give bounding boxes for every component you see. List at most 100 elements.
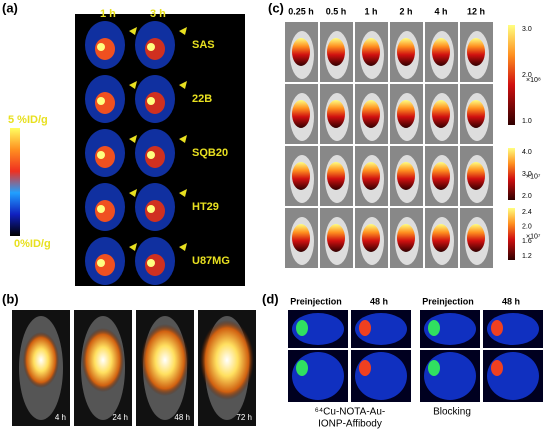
colorbar-tick: 3.0	[522, 171, 532, 178]
signal	[432, 224, 450, 252]
signal	[467, 100, 485, 128]
hot	[359, 320, 371, 336]
colorbar-tick: 4.0	[522, 149, 532, 156]
signal	[362, 224, 380, 252]
column-header: Preinjection	[422, 296, 474, 306]
colorbar-tick: 2.0	[522, 193, 532, 200]
arrow	[179, 81, 187, 89]
signal	[362, 38, 380, 66]
group-label: ⁶⁴Cu-NOTA-Au-	[315, 407, 385, 418]
body	[355, 352, 407, 400]
colorbar-unit: ×10⁷	[526, 233, 541, 240]
time-label: 12 h	[467, 6, 485, 16]
signal	[467, 224, 485, 252]
signal	[397, 100, 415, 128]
model-label: HT29	[192, 201, 219, 213]
time-label: 24 h	[112, 413, 128, 422]
colorbar-tick: 1.2	[522, 253, 532, 260]
hot	[296, 320, 308, 336]
hot	[428, 320, 440, 336]
group-label: IONP-Affibody	[318, 419, 382, 430]
colorbar-unit: ×10⁸	[526, 77, 541, 84]
group-label: Blocking	[433, 407, 471, 418]
arrow	[179, 135, 187, 143]
arrow	[129, 189, 137, 197]
scale-min: 0%ID/g	[14, 238, 51, 250]
signal	[141, 324, 189, 396]
arrow	[129, 243, 137, 251]
signal	[327, 162, 345, 190]
signal	[292, 100, 310, 128]
colorbar	[10, 128, 20, 236]
uptake-hot	[147, 205, 155, 213]
signal	[292, 162, 310, 190]
hot	[491, 320, 503, 336]
scale-max: 5 %ID/g	[8, 114, 48, 126]
arrow	[129, 27, 137, 35]
signal	[432, 100, 450, 128]
signal	[467, 38, 485, 66]
colorbar-tick: 1.6	[522, 238, 532, 245]
signal	[432, 38, 450, 66]
colorbar-tick: 2.0	[522, 72, 532, 79]
arrow	[129, 135, 137, 143]
signal	[292, 38, 310, 66]
panel-label: (d)	[262, 291, 279, 306]
signal	[327, 100, 345, 128]
uptake-hot	[97, 97, 105, 105]
colorbar-tick: 1.0	[522, 118, 532, 125]
body	[424, 352, 476, 400]
time-label: 4 h	[55, 413, 66, 422]
signal	[82, 328, 124, 392]
panel-label: (b)	[2, 291, 19, 306]
signal	[362, 162, 380, 190]
signal	[432, 162, 450, 190]
colorbar-tick: 3.0	[522, 26, 532, 33]
hot	[491, 360, 503, 376]
body	[487, 313, 539, 345]
uptake-hot	[97, 43, 105, 51]
signal	[397, 162, 415, 190]
arrow	[129, 81, 137, 89]
signal	[292, 224, 310, 252]
hot	[296, 360, 308, 376]
time-label: 0.5 h	[326, 6, 347, 16]
uptake-hot	[97, 205, 105, 213]
colorbar-tick: 2.0	[522, 224, 532, 231]
signal	[23, 332, 59, 388]
time-label: 2 h	[399, 6, 412, 16]
time-label: 3 h	[150, 8, 166, 20]
column-header: Preinjection	[290, 296, 342, 306]
body	[487, 352, 539, 400]
uptake-hot	[147, 43, 155, 51]
signal	[327, 224, 345, 252]
uptake-hot	[147, 97, 155, 105]
model-label: 22B	[192, 93, 212, 105]
time-label: 72 h	[236, 413, 252, 422]
signal	[397, 224, 415, 252]
signal	[467, 162, 485, 190]
colorbar-unit: ×10⁷	[526, 173, 541, 180]
time-label: 48 h	[174, 413, 190, 422]
model-label: SQB20	[192, 147, 228, 159]
colorbar	[508, 25, 515, 125]
signal	[397, 38, 415, 66]
signal	[362, 100, 380, 128]
uptake-hot	[97, 151, 105, 159]
body	[292, 352, 344, 400]
arrow	[179, 189, 187, 197]
arrow	[179, 27, 187, 35]
body	[355, 313, 407, 345]
uptake-hot	[147, 259, 155, 267]
column-header: 48 h	[370, 296, 388, 306]
hot	[428, 360, 440, 376]
time-label: 0.25 h	[288, 6, 314, 16]
model-label: U87MG	[192, 255, 230, 267]
column-header: 48 h	[502, 296, 520, 306]
body	[292, 313, 344, 345]
time-label: 4 h	[434, 6, 447, 16]
colorbar	[508, 148, 515, 200]
panel-label: (a)	[2, 0, 18, 15]
body	[424, 313, 476, 345]
model-label: SAS	[192, 39, 215, 51]
